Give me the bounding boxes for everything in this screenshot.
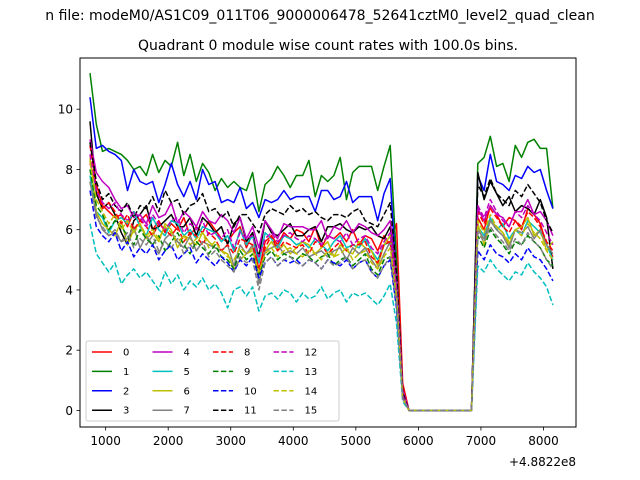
y-tick-label: 2 — [65, 344, 73, 358]
x-axis: 1000 2000 3000 4000 5000 6000 7000 8000 — [90, 427, 559, 448]
legend-label-1: 1 — [123, 367, 129, 378]
legend-label-15: 15 — [305, 406, 318, 417]
y-tick-label: 6 — [65, 223, 73, 237]
legend-label-3: 3 — [123, 406, 129, 417]
legend-frame — [85, 340, 340, 422]
x-tick-label: 1000 — [90, 434, 121, 448]
legend-label-12: 12 — [305, 348, 318, 359]
legend-label-4: 4 — [184, 348, 190, 359]
x-tick-label: 3000 — [215, 434, 246, 448]
y-axis: 0 2 4 6 8 10 — [58, 103, 80, 418]
chart-title: Quadrant 0 module wise count rates with … — [138, 38, 518, 54]
legend-label-8: 8 — [244, 348, 250, 359]
y-tick-label: 8 — [65, 163, 73, 177]
y-tick-label: 10 — [58, 103, 73, 117]
series-line-9 — [89, 169, 554, 412]
x-tick-label: 2000 — [153, 434, 184, 448]
series-line-15 — [89, 181, 554, 412]
x-tick-label: 7000 — [466, 434, 497, 448]
legend-label-14: 14 — [305, 386, 318, 397]
plot-frame — [79, 57, 577, 428]
legend-label-13: 13 — [305, 367, 318, 378]
y-tick-label: 4 — [65, 283, 73, 297]
x-tick-label: 4000 — [278, 434, 309, 448]
legend-label-5: 5 — [184, 367, 190, 378]
x-offset-label: +4.8822e8 — [509, 455, 576, 469]
figure-suptitle: n file: modeM0/AS1C09_011T06_9000006478_… — [45, 8, 594, 24]
series-line-13 — [89, 223, 554, 412]
legend-label-11: 11 — [244, 406, 257, 417]
x-tick-label: 5000 — [341, 434, 372, 448]
legend-label-0: 0 — [123, 348, 129, 359]
legend-label-9: 9 — [244, 367, 250, 378]
legend-label-2: 2 — [123, 386, 129, 397]
legend-label-10: 10 — [244, 386, 257, 397]
legend-label-7: 7 — [184, 406, 190, 417]
x-tick-label: 6000 — [403, 434, 434, 448]
y-tick-label: 0 — [65, 404, 73, 418]
x-tick-label: 8000 — [528, 434, 559, 448]
legend-label-6: 6 — [184, 386, 190, 397]
series-layer — [89, 73, 554, 412]
